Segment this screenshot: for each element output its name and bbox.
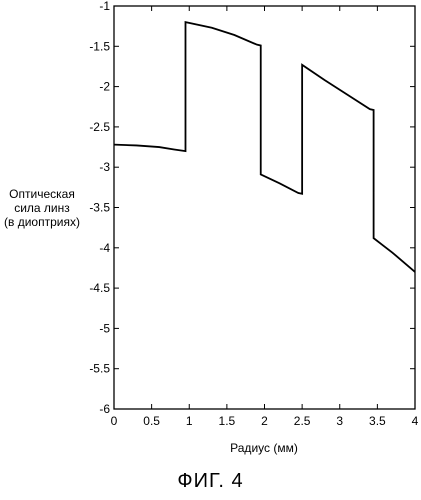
x-tick-label: 4 — [412, 414, 419, 428]
y-tick-label: -1.5 — [89, 39, 110, 53]
x-tick-label: 2 — [261, 414, 268, 428]
y-tick-label: -4.5 — [89, 281, 110, 295]
x-tick-label: 0 — [111, 414, 118, 428]
x-tick-label: 0.5 — [143, 414, 160, 428]
x-tick-label: 1 — [186, 414, 193, 428]
y-tick-label: -2 — [99, 80, 110, 94]
y-tick-label: -1 — [99, 0, 110, 13]
ticks-layer — [114, 6, 415, 409]
y-axis-label-line-1: Оптическая — [2, 187, 82, 201]
y-tick-label: -4 — [99, 241, 110, 255]
y-axis-label-line-2: сила линз — [2, 201, 82, 215]
x-tick-label: 3 — [336, 414, 343, 428]
x-axis-label: Радиус (мм) — [230, 441, 298, 455]
x-tick-label: 3.5 — [369, 414, 386, 428]
figure-caption: ФИГ. 4 — [0, 470, 421, 493]
x-tick-label: 1.5 — [219, 414, 236, 428]
series-layer — [114, 22, 415, 272]
tick-labels-layer: 0 0.5 1 1.5 2 2.5 3 3.5 4 -1 -1.5 -2 -2.5 -3 -3.5 -4 -4.… — [89, 0, 418, 428]
y-tick-label: -5 — [99, 321, 110, 335]
plot-frame — [114, 6, 415, 409]
y-tick-label: -3.5 — [89, 201, 110, 215]
x-tick-label: 2.5 — [294, 414, 311, 428]
y-tick-label: -3 — [99, 160, 110, 174]
y-axis-label: Оптическая сила линз (в диоптриях) — [2, 187, 82, 229]
y-tick-label: -2.5 — [89, 120, 110, 134]
y-axis-label-line-3: (в диоптриях) — [2, 215, 82, 229]
y-tick-label: -5.5 — [89, 362, 110, 376]
y-tick-label: -6 — [99, 402, 110, 416]
series-line — [114, 22, 415, 272]
